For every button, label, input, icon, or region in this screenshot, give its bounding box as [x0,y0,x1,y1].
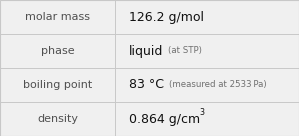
Text: (measured at 2533 Pa): (measured at 2533 Pa) [169,81,267,89]
Text: liquid: liquid [129,44,163,58]
Text: density: density [37,114,78,124]
Text: 83 °C: 83 °C [129,78,164,92]
Text: (at STP): (at STP) [168,47,202,55]
Text: 126.2 g/mol: 126.2 g/mol [129,10,204,24]
Text: molar mass: molar mass [25,12,90,22]
Text: 0.864 g/cm: 0.864 g/cm [129,112,200,126]
Text: 3: 3 [200,108,205,117]
Text: phase: phase [41,46,74,56]
Text: boiling point: boiling point [23,80,92,90]
